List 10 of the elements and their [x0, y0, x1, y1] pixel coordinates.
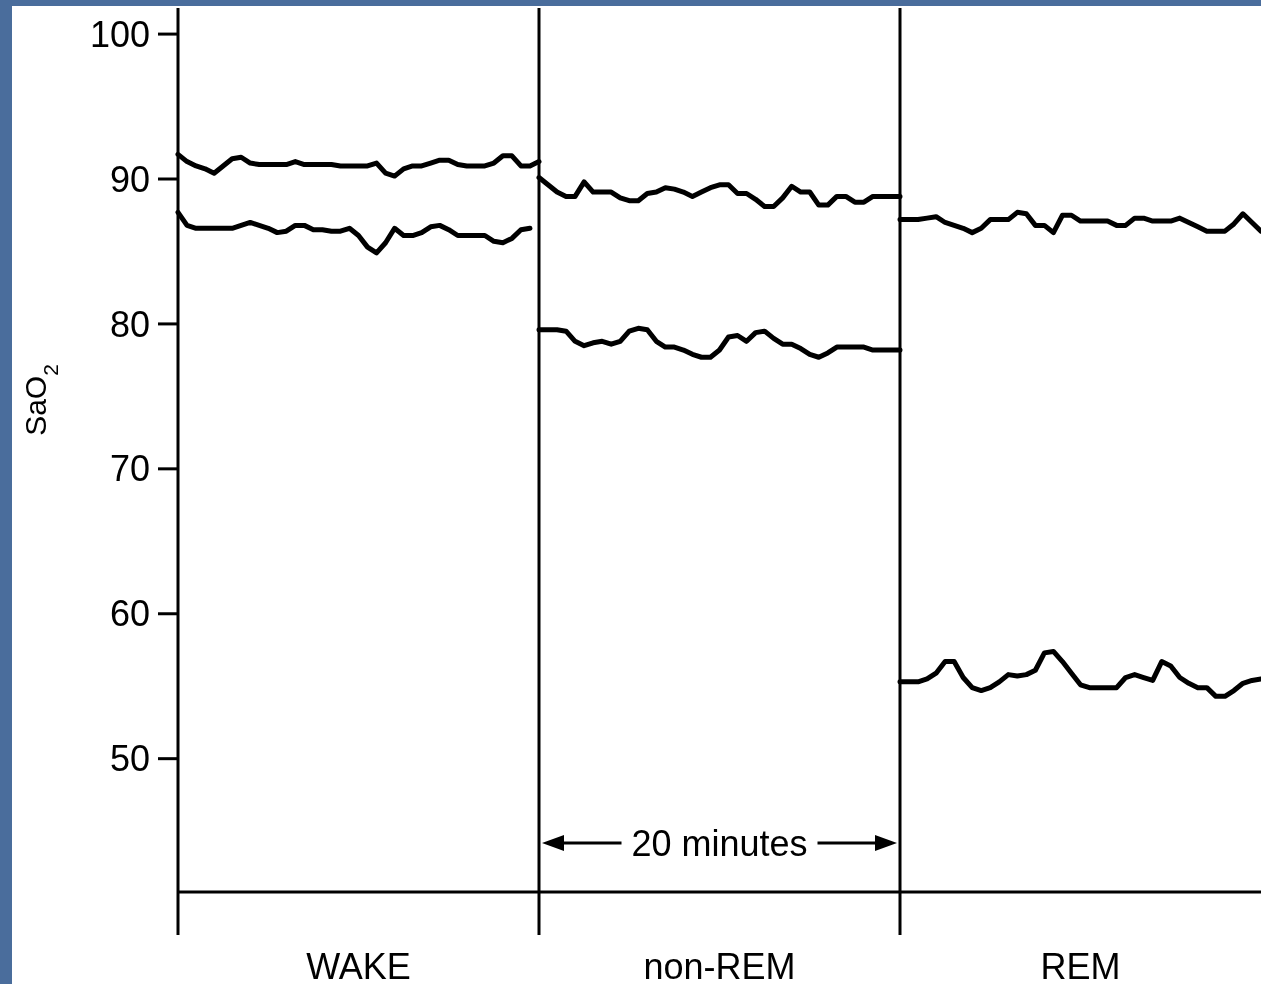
x-tick-label: REM [1040, 945, 1121, 984]
x-tick-label: non-REM [643, 945, 796, 984]
y-tick-label: 100 [89, 13, 150, 55]
y-tick-label: 90 [109, 158, 150, 200]
y-tick-label: 60 [109, 593, 150, 635]
x-tick-label: WAKE [306, 945, 411, 984]
annotation: 20 minutes [631, 822, 808, 864]
y-tick-label: 70 [109, 448, 150, 490]
y-tick-label: 80 [109, 303, 150, 345]
y-tick-label: 50 [109, 738, 150, 780]
